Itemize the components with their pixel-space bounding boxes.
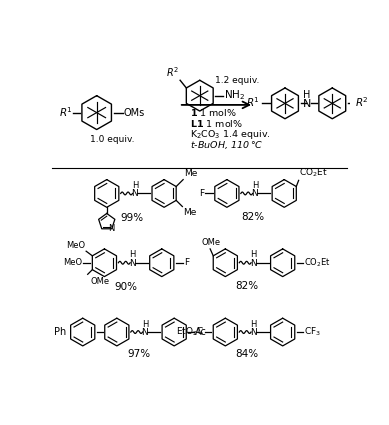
Text: OMe: OMe [91, 278, 110, 286]
Text: CO$_2$Et: CO$_2$Et [300, 166, 328, 179]
Text: 97%: 97% [127, 348, 150, 359]
Text: H: H [250, 250, 257, 259]
Text: CO$_2$Et: CO$_2$Et [303, 257, 331, 269]
Text: MeO: MeO [63, 258, 82, 267]
Text: $R^2$: $R^2$ [355, 96, 368, 110]
Text: N: N [252, 189, 258, 198]
Text: H: H [131, 181, 138, 190]
Text: F: F [199, 189, 204, 198]
Text: N: N [109, 224, 115, 233]
Text: Ph: Ph [54, 327, 67, 337]
Text: NH$_2$: NH$_2$ [224, 88, 245, 102]
Text: N: N [142, 328, 148, 337]
Text: $R^1$: $R^1$ [59, 105, 73, 119]
Text: 1.2 equiv.: 1.2 equiv. [215, 76, 259, 85]
Text: 82%: 82% [241, 212, 264, 221]
Text: OMs: OMs [124, 108, 145, 118]
Text: 99%: 99% [121, 213, 144, 223]
Text: N: N [131, 189, 138, 198]
Text: $\mathbf{L1}$ 1 mol%: $\mathbf{L1}$ 1 mol% [190, 118, 243, 129]
Text: H: H [250, 320, 257, 329]
Text: $t$-BuOH, 110$\,$°C: $t$-BuOH, 110$\,$°C [190, 139, 263, 151]
Text: Me: Me [183, 208, 196, 217]
Text: 90%: 90% [115, 282, 138, 292]
Text: Ac: Ac [195, 327, 207, 337]
Text: CF$_3$: CF$_3$ [303, 326, 321, 338]
Text: H: H [303, 90, 310, 99]
Text: H: H [129, 250, 136, 259]
Text: MeO: MeO [66, 241, 85, 249]
Text: K$_2$CO$_3$ 1.4 equiv.: K$_2$CO$_3$ 1.4 equiv. [190, 128, 270, 141]
Text: N: N [250, 259, 257, 268]
Text: N: N [129, 259, 136, 268]
Text: H: H [142, 320, 148, 329]
Text: 1.0 equiv.: 1.0 equiv. [91, 135, 135, 144]
Text: $\mathbf{1}$ 1 mol%: $\mathbf{1}$ 1 mol% [190, 107, 237, 118]
Text: H: H [252, 181, 258, 190]
Text: OMe: OMe [202, 238, 221, 247]
Text: EtO$_2$C: EtO$_2$C [176, 326, 204, 338]
Text: F: F [184, 258, 189, 267]
Text: N: N [250, 328, 257, 337]
Text: 82%: 82% [235, 281, 259, 291]
Text: $R^1$: $R^1$ [246, 96, 260, 110]
Text: $R^2$: $R^2$ [166, 65, 179, 79]
Text: Me: Me [184, 169, 197, 178]
Text: 84%: 84% [235, 348, 259, 359]
Text: N: N [303, 99, 311, 109]
